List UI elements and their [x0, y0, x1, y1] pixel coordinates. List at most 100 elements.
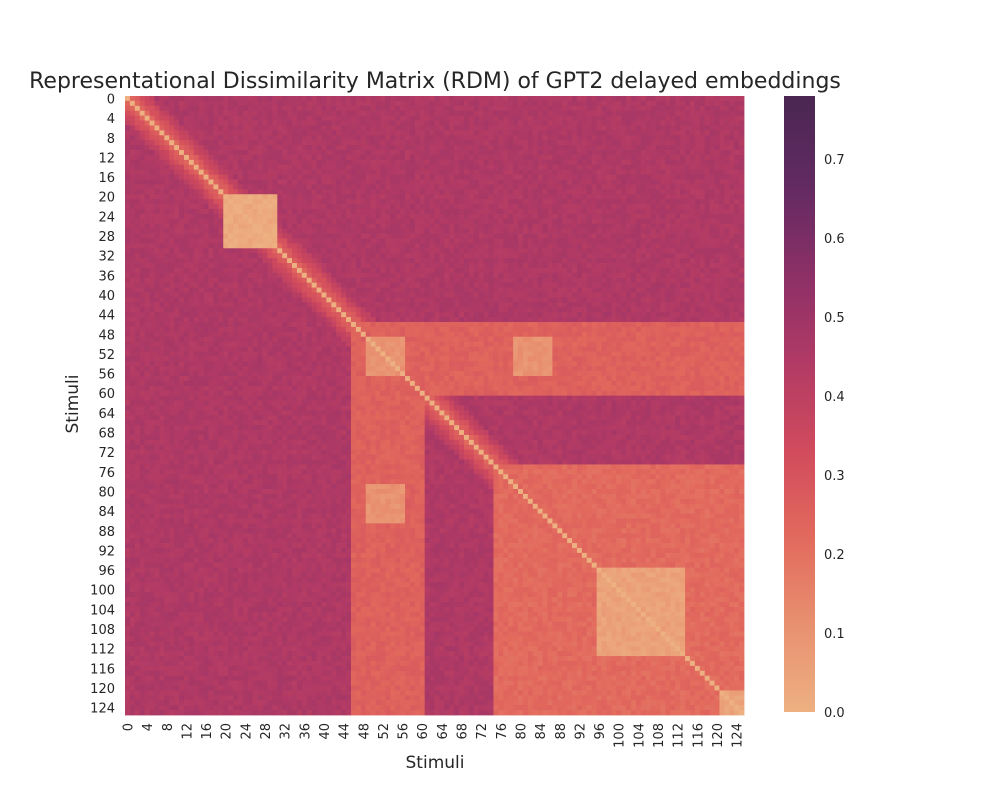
heatmap-cell: [537, 115, 543, 121]
heatmap-cell: [572, 169, 578, 175]
heatmap-cell: [670, 169, 676, 175]
heatmap-cell: [321, 164, 327, 171]
heatmap-cell: [405, 140, 411, 146]
heatmap-cell: [694, 179, 701, 185]
heatmap-cell: [282, 228, 288, 234]
heatmap-cell: [174, 267, 180, 274]
heatmap-cell: [341, 204, 347, 210]
heatmap-cell: [331, 120, 337, 126]
heatmap-cell: [414, 164, 421, 171]
heatmap-cell: [601, 243, 607, 249]
heatmap-cell: [179, 267, 185, 274]
heatmap-cell: [370, 130, 376, 136]
heatmap-cell: [439, 277, 445, 284]
heatmap-cell: [473, 179, 480, 185]
heatmap-cell: [390, 100, 396, 107]
heatmap-cell: [223, 213, 229, 220]
heatmap-cell: [193, 253, 200, 259]
heatmap-cell: [237, 169, 244, 175]
heatmap-cell: [174, 105, 180, 112]
heatmap-cell: [395, 233, 401, 239]
heatmap-cell: [552, 263, 558, 269]
heatmap-cell: [385, 189, 391, 195]
heatmap-cell: [292, 204, 298, 210]
heatmap-cell: [262, 243, 268, 249]
heatmap-cell: [429, 243, 435, 249]
heatmap-cell: [277, 258, 283, 264]
heatmap-cell: [159, 233, 165, 239]
heatmap-cell: [699, 105, 706, 112]
heatmap-cell: [714, 253, 720, 259]
heatmap-cell: [709, 150, 715, 156]
heatmap-cell: [449, 204, 455, 210]
heatmap-cell: [463, 248, 470, 254]
heatmap-cell: [380, 287, 386, 293]
heatmap-cell: [685, 204, 691, 210]
heatmap-cell: [567, 100, 573, 107]
heatmap-cell: [144, 287, 150, 293]
heatmap-cell: [129, 218, 136, 225]
heatmap-cell: [213, 184, 219, 190]
heatmap-cell: [228, 96, 234, 102]
heatmap-cell: [385, 110, 391, 117]
heatmap-cell: [670, 130, 676, 136]
heatmap-cell: [267, 233, 273, 239]
heatmap-cell: [626, 267, 632, 274]
heatmap-cell: [395, 115, 401, 121]
heatmap-cell: [685, 145, 691, 151]
heatmap-cell: [449, 272, 455, 279]
heatmap-cell: [434, 169, 440, 175]
heatmap-cell: [144, 218, 150, 225]
heatmap-cell: [375, 120, 381, 126]
heatmap-cell: [606, 150, 612, 156]
heatmap-cell: [311, 263, 317, 269]
heatmap-cell: [365, 179, 372, 185]
heatmap-cell: [237, 213, 244, 220]
heatmap-cell: [311, 243, 317, 249]
heatmap-cell: [503, 96, 509, 102]
heatmap-cell: [125, 238, 131, 244]
heatmap-cell: [655, 243, 661, 249]
heatmap-cell: [616, 100, 622, 107]
heatmap-cell: [601, 105, 607, 112]
heatmap-cell: [689, 258, 696, 264]
heatmap-cell: [164, 253, 170, 259]
heatmap-cell: [346, 120, 352, 126]
heatmap-cell: [640, 238, 647, 244]
heatmap-cell: [164, 194, 170, 200]
heatmap-cell: [272, 282, 278, 288]
heatmap-cell: [321, 100, 327, 107]
heatmap-cell: [665, 223, 671, 230]
heatmap-cell: [449, 110, 455, 117]
heatmap-cell: [159, 208, 165, 215]
heatmap-cell: [336, 150, 342, 156]
heatmap-cell: [237, 96, 244, 102]
heatmap-cell: [287, 267, 293, 274]
heatmap-cell: [468, 145, 475, 151]
heatmap-cell: [149, 145, 155, 151]
heatmap-cell: [557, 233, 563, 239]
heatmap-cell: [704, 145, 711, 151]
heatmap-cell: [228, 267, 234, 274]
heatmap-cell: [395, 169, 401, 175]
heatmap-cell: [159, 218, 165, 225]
heatmap-cell: [380, 150, 386, 156]
heatmap-cell: [218, 238, 224, 244]
heatmap-cell: [409, 100, 416, 107]
heatmap-cell: [125, 258, 131, 264]
heatmap-cell: [439, 223, 445, 230]
heatmap-cell: [380, 238, 386, 244]
heatmap-cell: [282, 204, 288, 210]
heatmap-cell: [272, 105, 278, 112]
heatmap-cell: [591, 248, 598, 254]
heatmap-cell: [277, 263, 283, 269]
heatmap-cell: [400, 263, 406, 269]
heatmap-cell: [576, 130, 583, 136]
heatmap-cell: [547, 228, 553, 234]
heatmap-cell: [247, 140, 254, 146]
heatmap-cell: [429, 199, 435, 205]
heatmap-cell: [326, 130, 332, 136]
heatmap-cell: [685, 267, 691, 274]
heatmap-cell: [434, 159, 440, 166]
heatmap-cell: [468, 96, 475, 102]
